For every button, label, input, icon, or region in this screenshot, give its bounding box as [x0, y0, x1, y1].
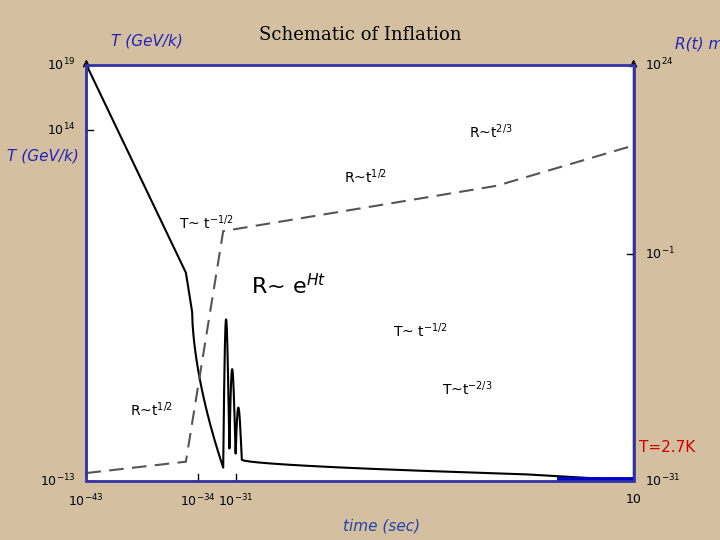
- Text: T (GeV/k): T (GeV/k): [112, 33, 183, 48]
- Text: 10$^{24}$: 10$^{24}$: [644, 57, 673, 73]
- Text: 10$^{14}$: 10$^{14}$: [47, 122, 76, 138]
- Text: 10$^{-31}$: 10$^{-31}$: [644, 472, 680, 489]
- Text: T~ t$^{-1/2}$: T~ t$^{-1/2}$: [393, 322, 447, 340]
- Text: T~t$^{-2/3}$: T~t$^{-2/3}$: [442, 380, 492, 399]
- Text: 10$^{-31}$: 10$^{-31}$: [218, 493, 253, 510]
- Text: R(t) m: R(t) m: [675, 37, 720, 51]
- Text: R~t$^{2/3}$: R~t$^{2/3}$: [469, 122, 513, 140]
- Text: 10$^{-34}$: 10$^{-34}$: [181, 493, 216, 510]
- Text: 10$^{-43}$: 10$^{-43}$: [68, 493, 104, 510]
- Text: time (sec): time (sec): [343, 518, 420, 533]
- Text: Schematic of Inflation: Schematic of Inflation: [258, 26, 462, 44]
- Text: 10: 10: [626, 493, 642, 506]
- Text: 10$^{-13}$: 10$^{-13}$: [40, 472, 76, 489]
- Text: R~ e$^{Ht}$: R~ e$^{Ht}$: [251, 273, 326, 298]
- Text: 10$^{-1}$: 10$^{-1}$: [644, 246, 675, 262]
- Text: T (GeV/k): T (GeV/k): [6, 149, 78, 164]
- Text: T=2.7K: T=2.7K: [639, 440, 696, 455]
- Text: 10$^{19}$: 10$^{19}$: [47, 57, 76, 73]
- Text: T~ t$^{-1/2}$: T~ t$^{-1/2}$: [179, 213, 234, 232]
- Text: R~t$^{1/2}$: R~t$^{1/2}$: [343, 168, 387, 186]
- Text: R~t$^{1/2}$: R~t$^{1/2}$: [130, 401, 174, 419]
